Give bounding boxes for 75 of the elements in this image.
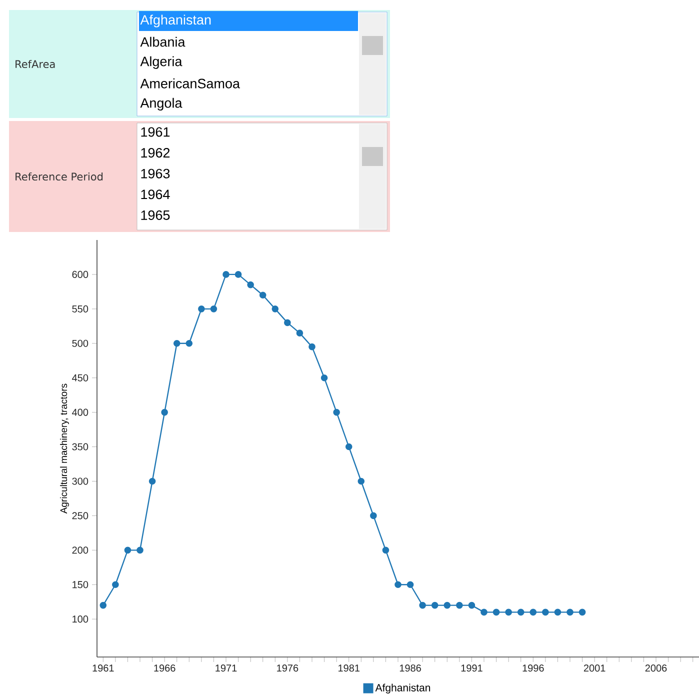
y-axis-title: Agricultural machinery, tractors — [60, 384, 69, 514]
point — [468, 602, 476, 609]
y-tick-label: 200 — [72, 546, 88, 554]
x-tick-label: 2001 — [584, 664, 606, 672]
point — [419, 602, 426, 609]
x-tick-label: 1986 — [400, 664, 421, 672]
point — [554, 608, 562, 616]
text: 1965 — [141, 210, 170, 220]
point — [578, 608, 586, 616]
x-tick-label: 1966 — [154, 664, 176, 672]
point — [296, 330, 304, 336]
x-tick-label: 1996 — [522, 664, 544, 672]
text: 1961 — [141, 127, 170, 137]
y-tick-label: 400 — [72, 408, 88, 416]
text: 1964 — [141, 190, 170, 200]
point — [198, 306, 205, 312]
point — [100, 602, 107, 609]
point — [186, 340, 193, 347]
point — [394, 581, 402, 588]
point — [530, 608, 537, 616]
point — [370, 512, 377, 520]
point — [112, 581, 119, 588]
text: Algeria — [140, 56, 182, 69]
point — [136, 546, 144, 554]
point — [161, 408, 168, 416]
point — [173, 340, 180, 347]
text: 1963 — [141, 168, 170, 178]
point — [358, 478, 365, 485]
legend-label: Afghanistan — [375, 684, 430, 694]
x-tick-label: 2006 — [645, 664, 667, 672]
text: RefArea — [16, 60, 55, 68]
point — [456, 602, 463, 609]
x-tick-label: 1991 — [461, 664, 482, 672]
text: Afghanistan — [140, 14, 211, 28]
y-tick-label: 250 — [72, 512, 88, 520]
point — [272, 306, 279, 312]
text: Angola — [140, 98, 182, 110]
point — [148, 478, 156, 485]
y-tick-label: 350 — [72, 443, 88, 450]
y-tick-label: 600 — [72, 270, 88, 278]
y-tick-label: 450 — [72, 374, 88, 382]
y-tick-label: 500 — [72, 340, 88, 347]
point — [517, 608, 524, 616]
point — [210, 306, 218, 312]
point — [382, 546, 390, 554]
point — [444, 602, 451, 609]
y-tick-label: 150 — [72, 581, 88, 588]
point — [566, 608, 574, 616]
point — [333, 408, 340, 416]
point — [431, 602, 438, 609]
y-tick-label: 300 — [72, 478, 88, 485]
point — [505, 608, 512, 616]
point — [247, 281, 254, 288]
text: Reference Period — [16, 172, 103, 181]
point — [308, 343, 316, 350]
point — [345, 443, 352, 450]
point — [284, 319, 291, 326]
x-tick-label: 1976 — [277, 664, 298, 672]
x-tick-label: 1971 — [216, 664, 237, 672]
point — [542, 608, 549, 616]
text: Albania — [140, 36, 186, 47]
point — [222, 271, 230, 278]
point — [234, 271, 242, 278]
point — [492, 608, 500, 616]
point — [480, 608, 488, 616]
point — [259, 292, 266, 299]
y-tick-label: 100 — [72, 616, 88, 623]
y-tick-label: 550 — [72, 305, 88, 312]
text: AmericanSamoa — [140, 78, 240, 88]
x-tick-label: 1961 — [92, 664, 114, 672]
point — [320, 374, 328, 382]
text: 1962 — [141, 148, 170, 158]
point — [124, 546, 132, 554]
point — [406, 581, 414, 588]
x-tick-label: 1981 — [338, 664, 360, 672]
